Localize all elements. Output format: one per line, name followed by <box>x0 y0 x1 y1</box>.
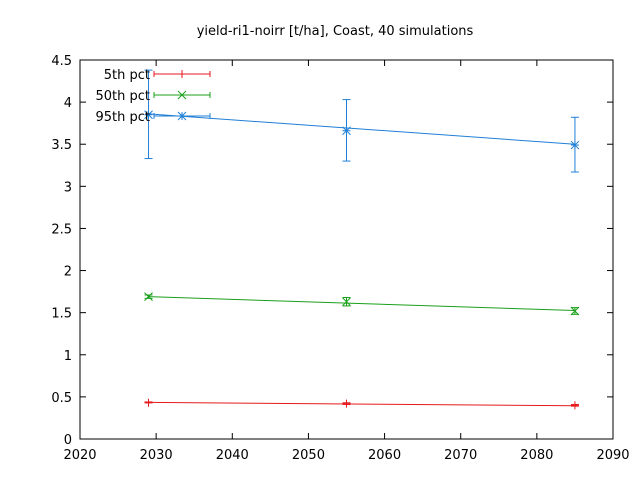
x-tick-label: 2030 <box>140 448 173 463</box>
x-tick-label: 2090 <box>596 448 629 463</box>
y-tick-label: 4.5 <box>51 54 72 69</box>
y-tick-label: 2 <box>64 265 72 280</box>
legend-label: 50th pct <box>95 89 150 104</box>
x-tick-label: 2040 <box>216 448 249 463</box>
y-tick-label: 0.5 <box>51 391 72 406</box>
y-tick-label: 2.5 <box>51 222 72 237</box>
plot-frame <box>79 59 614 440</box>
series-5th-pct <box>144 398 579 410</box>
data-point <box>144 110 153 120</box>
data-point <box>178 70 186 78</box>
y-tick-label: 1 <box>64 349 72 364</box>
x-tick-label: 2050 <box>292 448 325 463</box>
series-line <box>148 401 575 407</box>
chart-title: yield-ri1-noirr [t/ha], Coast, 40 simula… <box>197 24 474 39</box>
legend-label: 95th pct <box>95 110 150 125</box>
legend-label: 5th pct <box>104 68 150 83</box>
x-tick-label: 2070 <box>444 448 477 463</box>
x-tick-label: 2060 <box>368 448 401 463</box>
data-point <box>342 399 351 408</box>
legend-entry: 50th pct <box>95 89 211 104</box>
data-point <box>342 126 351 136</box>
legend-entry: 95th pct <box>95 110 211 125</box>
axis-layer: 0 0.5 1 1.5 2 2.5 3 3.5 4 4.5 2020 2030 2040 2050 2060… <box>51 54 629 463</box>
x-tick-label: 2020 <box>63 448 96 463</box>
y-tick-label: 4 <box>64 96 72 111</box>
legend-entry: 5th pct <box>104 68 211 83</box>
series-line <box>148 113 575 145</box>
data-point <box>342 297 351 307</box>
series-layer <box>144 69 580 410</box>
data-point <box>570 140 580 150</box>
legend: 5th pct 50th pct 95th pct <box>95 68 211 125</box>
x-tick-label: 2080 <box>520 448 553 463</box>
series-95th-pct <box>144 69 580 173</box>
y-tick-label: 3 <box>64 180 72 195</box>
data-point <box>177 111 187 121</box>
series-line <box>148 296 575 312</box>
data-point <box>570 306 580 316</box>
series-50th-pct <box>144 292 580 316</box>
y-tick-label: 1.5 <box>51 307 72 322</box>
data-point <box>570 401 579 410</box>
data-point <box>177 90 187 100</box>
y-tick-label: 0 <box>64 433 72 448</box>
data-point <box>144 292 153 302</box>
data-point <box>144 398 153 407</box>
y-tick-label: 3.5 <box>51 138 72 153</box>
